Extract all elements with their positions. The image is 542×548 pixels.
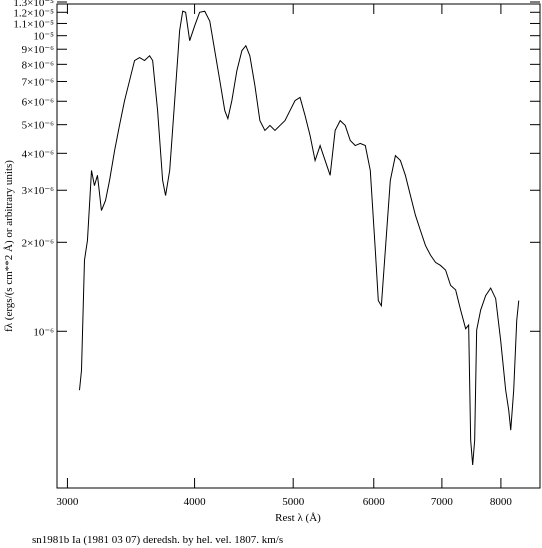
x-tick-label: 6000 <box>363 496 386 508</box>
y-tick-label: 3×10⁻⁶ <box>22 185 55 197</box>
y-tick-label: 1.1×10⁻⁵ <box>13 18 54 30</box>
y-tick-label: 10⁻⁵ <box>33 31 54 43</box>
x-axis-label: Rest λ (Å) <box>275 512 321 524</box>
spectrum-line <box>79 10 520 466</box>
y-tick-label: 5×10⁻⁶ <box>22 120 55 132</box>
y-tick-label: 1.3×10⁻⁵ <box>13 0 54 9</box>
x-tick-label: 5000 <box>282 496 305 508</box>
x-tick-label: 7000 <box>431 496 454 508</box>
y-tick-label: 10⁻⁶ <box>33 326 54 338</box>
x-tick-label: 4000 <box>184 496 207 508</box>
y-tick-label: 2×10⁻⁶ <box>22 237 55 249</box>
caption: sn1981b Ia (1981 03 07) deredsh. by hel.… <box>32 534 283 546</box>
y-tick-label: 6×10⁻⁶ <box>22 96 55 108</box>
x-tick-label: 8000 <box>490 496 513 508</box>
x-tick-label: 3000 <box>56 496 79 508</box>
y-axis-label: fλ (ergs/(s cm**2 Å) or arbitrary units) <box>3 160 15 332</box>
y-tick-label: 4×10⁻⁶ <box>22 148 55 160</box>
plot-frame <box>56 3 541 489</box>
y-tick-label: 1.2×10⁻⁵ <box>13 7 54 19</box>
y-tick-label: 8×10⁻⁶ <box>22 59 55 71</box>
y-tick-label: 7×10⁻⁶ <box>22 76 55 88</box>
y-tick-label: 9×10⁻⁶ <box>22 44 55 56</box>
